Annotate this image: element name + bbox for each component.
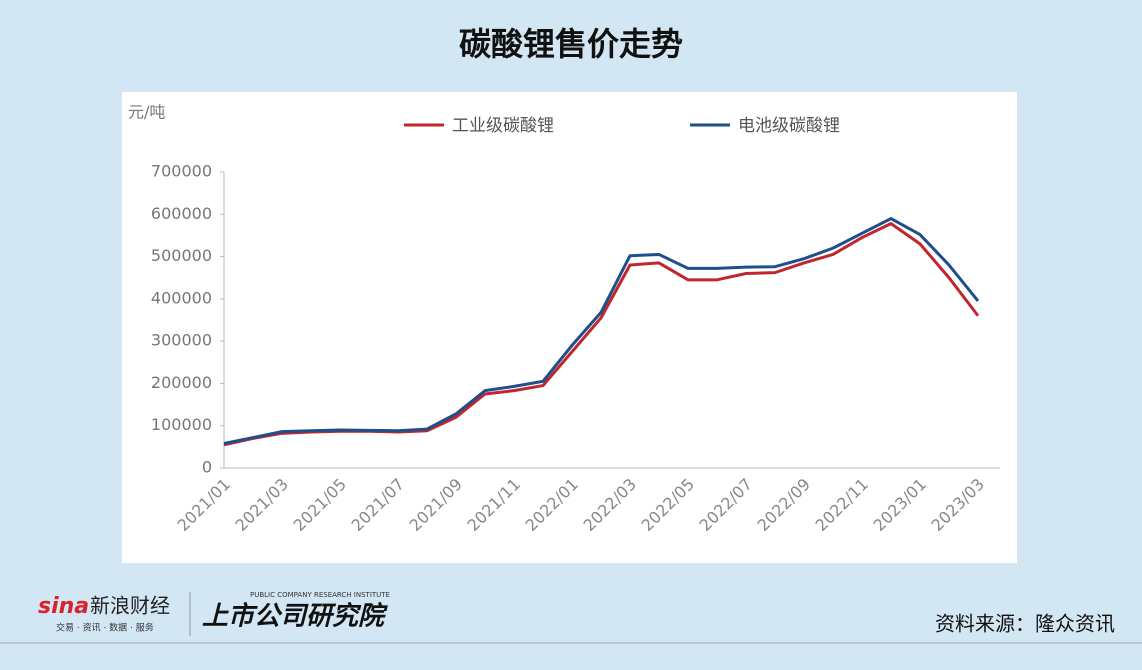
source: 资料来源：隆众资讯: [935, 612, 1115, 636]
legend-label: 工业级碳酸锂: [452, 116, 554, 136]
y-tick-label: 700000: [151, 162, 212, 181]
sina-logo: sina: [38, 594, 89, 619]
institute-en: PUBLIC COMPANY RESEARCH INSTITUTE: [250, 591, 390, 599]
y-tick-label: 200000: [151, 373, 212, 392]
y-tick-label: 400000: [151, 288, 212, 307]
y-tick-label: 600000: [151, 204, 212, 223]
legend-label: 电池级碳酸锂: [738, 116, 840, 136]
chart-panel: [122, 92, 1017, 563]
brand: 新浪财经: [90, 594, 170, 618]
y-tick-label: 500000: [151, 246, 212, 265]
y-axis-label: 元/吨: [128, 103, 165, 122]
y-tick-label: 300000: [151, 331, 212, 350]
brand-sub: 交易 · 资讯 · 数据 · 服务: [56, 622, 154, 634]
series-line: [223, 217, 980, 445]
y-tick-label: 0: [202, 458, 212, 477]
y-tick-label: 100000: [151, 415, 212, 434]
legend: 工业级碳酸锂 电池级碳酸锂: [404, 116, 840, 136]
page-title: 碳酸锂售价走势: [459, 25, 683, 63]
institute: 上市公司研究院: [202, 602, 388, 632]
